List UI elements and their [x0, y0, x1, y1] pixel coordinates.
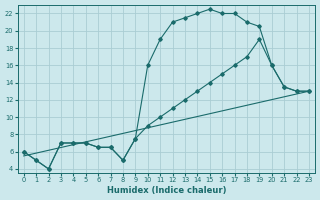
X-axis label: Humidex (Indice chaleur): Humidex (Indice chaleur): [107, 186, 226, 195]
